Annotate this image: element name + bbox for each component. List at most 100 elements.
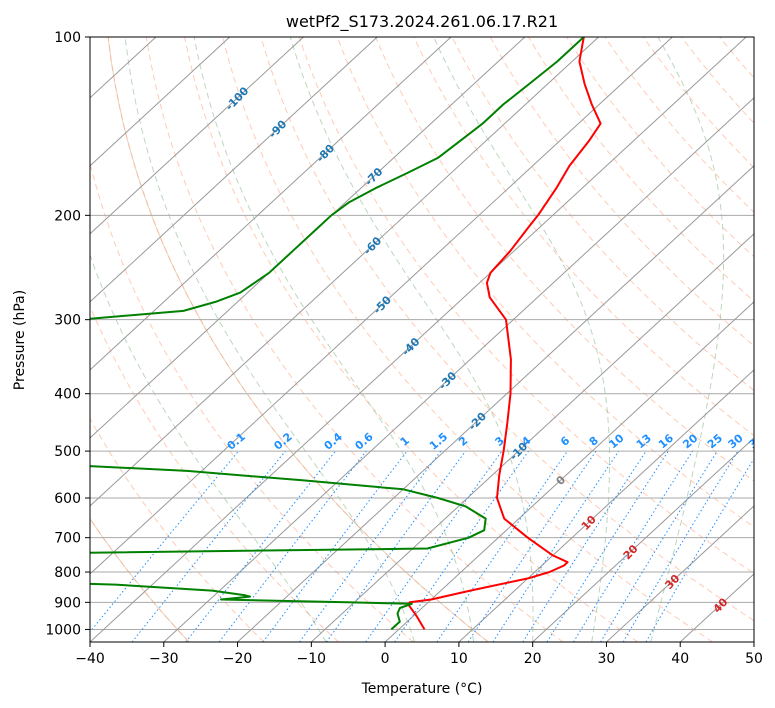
mixing-ratio-label: 8 xyxy=(587,434,601,449)
y-tick-label: 100 xyxy=(54,30,81,46)
isotherm-gridline xyxy=(163,97,754,642)
mixing-ratio-line xyxy=(365,450,503,642)
dry-adiabat xyxy=(719,37,754,79)
mixing-ratio-label: 6 xyxy=(558,434,572,449)
dry-adiabat xyxy=(680,37,754,124)
dry-adiabat xyxy=(413,37,754,437)
mixing-ratio-line xyxy=(645,457,754,642)
isotherm-gridline xyxy=(90,37,304,235)
dry-adiabat xyxy=(642,37,754,169)
moist-adiabat xyxy=(433,37,610,642)
moist-adiabat xyxy=(650,37,725,642)
mixing-ratio-line xyxy=(467,450,597,642)
moist-adiabat xyxy=(90,253,327,642)
dry-adiabat xyxy=(184,37,639,642)
x-tick-label: 40 xyxy=(671,651,689,667)
dry-adiabat xyxy=(298,37,754,575)
y-tick-label: 1000 xyxy=(45,622,81,638)
dry-adiabat xyxy=(260,37,754,622)
mixing-ratio-label: 36 xyxy=(746,431,766,451)
dry-adiabat xyxy=(375,37,754,482)
dry-adiabat xyxy=(90,417,265,642)
x-tick-label: 20 xyxy=(524,651,542,667)
dry-adiabat xyxy=(758,37,775,642)
y-tick-label: 900 xyxy=(54,595,81,611)
line-labels: 0.1 0.2 0.4 0.6 1 1.5 2 3 4 6 8 10 13 16 20 25 30 36-100-… xyxy=(223,84,766,615)
x-tick-label: −40 xyxy=(75,651,105,667)
mixing-ratio-line xyxy=(546,450,669,642)
mixing-ratio-line xyxy=(522,450,647,642)
isotherm-gridline xyxy=(532,437,754,642)
y-tick-label: 500 xyxy=(54,444,81,460)
mixing-ratio-line xyxy=(600,450,718,642)
y-tick-label: 600 xyxy=(54,491,81,507)
y-tick-label: 800 xyxy=(54,565,81,581)
mixing-ratio-label: 20 xyxy=(680,431,700,451)
x-tick-label: 50 xyxy=(745,651,763,667)
y-tick-label: 400 xyxy=(54,387,81,403)
y-tick-label: 200 xyxy=(54,208,81,224)
y-tick-label: 700 xyxy=(54,531,81,547)
mixing-ratio-label: 0.1 xyxy=(225,430,248,452)
isotherm-gridline xyxy=(90,37,378,303)
moist-adiabat xyxy=(124,37,416,642)
mixing-ratio-line xyxy=(436,450,568,642)
mixing-ratio-line xyxy=(90,450,239,633)
mixing-ratio-line xyxy=(262,450,408,642)
mixing-ratio-line xyxy=(185,450,336,642)
y-axis-label: Pressure (hPa) xyxy=(12,290,28,390)
mixing-ratio-line xyxy=(131,450,286,642)
isotherm-gridline xyxy=(90,37,231,167)
isotherm-gridline xyxy=(90,37,747,642)
moist-adiabat xyxy=(193,37,475,642)
isotherm-gridline xyxy=(753,641,754,642)
mixing-ratio-line xyxy=(394,450,529,642)
background-dry-adiabat xyxy=(107,37,489,642)
mixing-ratio-label: 2 xyxy=(456,434,470,449)
dry-adiabat xyxy=(145,37,564,642)
isotherm-gridline xyxy=(237,165,754,642)
isotherm-gridline xyxy=(0,37,8,642)
isotherm-gridline xyxy=(90,37,452,371)
moist-adiabat xyxy=(289,37,534,642)
dry-adiabat xyxy=(336,37,754,528)
isotherm-gridline xyxy=(310,233,754,642)
x-tick-label: 10 xyxy=(450,651,468,667)
x-tick-label: 30 xyxy=(598,651,616,667)
dry-adiabat xyxy=(527,37,754,302)
isotherm-gridline xyxy=(90,37,673,575)
plot-frame xyxy=(89,36,755,643)
isotherm-gridline xyxy=(606,505,754,642)
y-axis-ticks: 1000 900 800 700 600 500 400 300 200 100 xyxy=(45,30,90,638)
isotherm-gridline xyxy=(90,37,599,507)
isotherm-gridline xyxy=(679,573,754,642)
mixing-ratio-label: 0.2 xyxy=(272,430,295,452)
dry-adiabat xyxy=(451,37,754,392)
dry-adiabat xyxy=(489,37,754,347)
dry-adiabat xyxy=(90,161,414,642)
isotherm-gridline xyxy=(90,37,526,439)
chart-title: wetPf2_S173.2024.261.06.17.R21 xyxy=(286,12,558,32)
x-tick-label: 0 xyxy=(381,651,390,667)
mixing-ratio-label: 0.4 xyxy=(322,430,346,453)
y-tick-label: 300 xyxy=(54,313,81,329)
dewpoint-profile xyxy=(90,37,585,631)
temperature-profile xyxy=(407,37,602,630)
mixing-ratio-line xyxy=(325,450,467,642)
x-tick-label: −20 xyxy=(223,651,253,667)
grid-layer xyxy=(0,37,775,642)
mixing-ratio-label: 1 xyxy=(398,434,412,449)
x-tick-label: −10 xyxy=(297,651,327,667)
x-axis-label: Temperature (°C) xyxy=(361,681,483,697)
mixing-ratio-line xyxy=(299,450,442,642)
mixing-ratio-label: 25 xyxy=(705,432,725,452)
mixing-ratio-line xyxy=(492,450,620,642)
x-axis-ticks: −40 −30 −20 −10 0 10 20 30 40 50 xyxy=(75,642,763,667)
mixing-ratio-label: 16 xyxy=(656,431,676,451)
isotherm-gridline xyxy=(384,301,754,642)
x-tick-label: −30 xyxy=(149,651,179,667)
background-dry-adiabat xyxy=(90,517,190,642)
isotherm-gridline xyxy=(458,369,754,642)
profile-series xyxy=(90,37,602,631)
